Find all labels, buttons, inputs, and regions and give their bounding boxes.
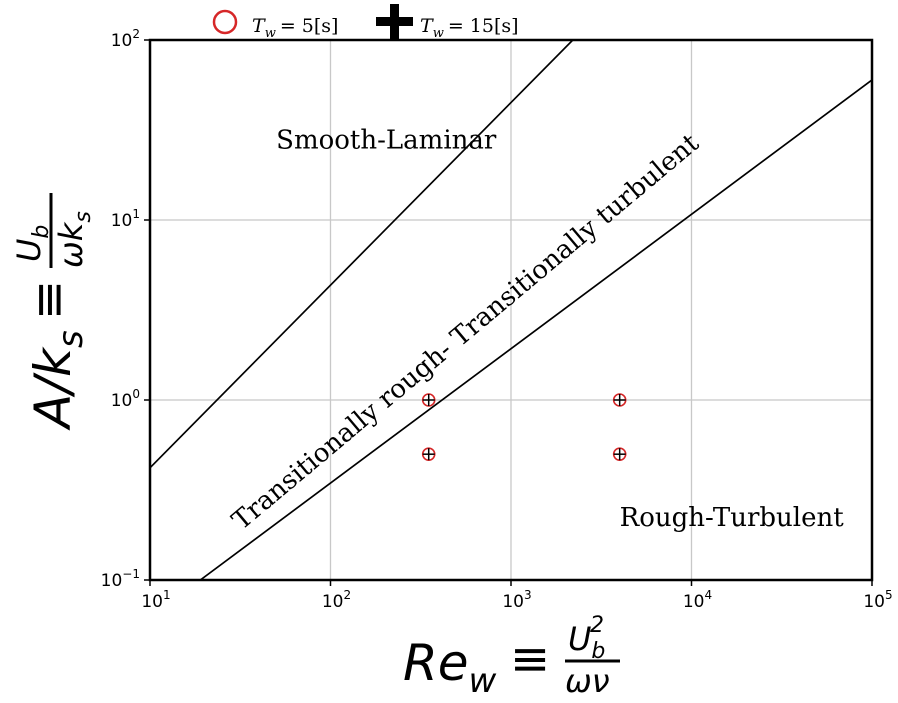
svg-text:Rew: Rew bbox=[403, 634, 497, 701]
y-tick-label: 102 bbox=[111, 27, 140, 51]
legend-label-tw15: Tw = 15[s] bbox=[420, 15, 519, 41]
x-tick-label: 105 bbox=[863, 588, 892, 612]
x-tick-label: 102 bbox=[322, 588, 351, 612]
svg-text:ωks: ωks bbox=[52, 211, 96, 268]
svg-text:Ub: Ub bbox=[10, 225, 54, 262]
data-point-plus bbox=[422, 448, 435, 461]
regime-boundaries bbox=[150, 40, 872, 580]
boundary-line-lower bbox=[199, 79, 872, 580]
data-point-plus bbox=[613, 448, 626, 461]
y-tick-label: 100 bbox=[111, 387, 140, 411]
axis-ticks: 101 102 103 104 105 10−1 100 101 102 bbox=[101, 27, 893, 612]
legend-marker-plus bbox=[376, 4, 413, 40]
y-tick-label: 101 bbox=[111, 207, 140, 231]
x-tick-label: 101 bbox=[141, 588, 170, 612]
x-axis-label: Rew ≡ Ub 2 ων bbox=[403, 613, 620, 701]
svg-text:A/ks: A/ks bbox=[24, 330, 91, 431]
data-point-plus bbox=[613, 394, 626, 406]
region-label: Transitionally rough- Transitionally tur… bbox=[227, 128, 706, 536]
x-tick-label: 104 bbox=[683, 588, 712, 612]
svg-text:≡: ≡ bbox=[510, 631, 550, 687]
data-points bbox=[421, 393, 627, 461]
svg-text:Ub: Ub bbox=[568, 620, 605, 664]
legend: Tw = 5[s] Tw = 15[s] bbox=[212, 4, 519, 41]
svg-text:2: 2 bbox=[590, 613, 604, 638]
legend-label-tw5: Tw = 5[s] bbox=[252, 15, 338, 41]
svg-text:≡: ≡ bbox=[21, 280, 77, 320]
y-axis-label: A/ks ≡ Ub ωks bbox=[10, 193, 96, 431]
region-label: Rough-Turbulent bbox=[620, 503, 845, 533]
svg-text:ων: ων bbox=[565, 662, 610, 700]
y-tick-label: 10−1 bbox=[101, 567, 140, 591]
legend-marker-circle bbox=[212, 9, 238, 35]
x-tick-label: 103 bbox=[502, 588, 531, 612]
boundary-line-upper bbox=[150, 40, 574, 469]
data-point-plus bbox=[422, 394, 435, 406]
region-label: Smooth-Laminar bbox=[276, 125, 497, 155]
